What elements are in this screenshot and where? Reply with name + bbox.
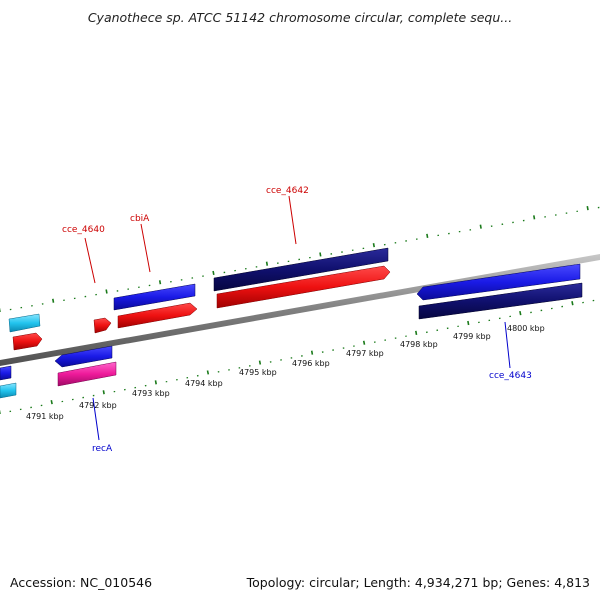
kbp-label-4793: 4793 kbp — [132, 389, 170, 398]
gene-cyan-edge-left[interactable] — [0, 382, 17, 399]
major-tick — [362, 340, 366, 345]
gene-blue-reverse-left[interactable] — [54, 345, 113, 368]
kbp-label-4797: 4797 kbp — [346, 349, 384, 358]
gene-cce-4640-arrow[interactable] — [93, 317, 112, 334]
leader-cce-4643 — [504, 321, 511, 369]
major-tick — [154, 380, 157, 385]
major-tick — [467, 320, 470, 326]
gene-cce-4643-arrow[interactable] — [416, 263, 581, 301]
label-recA: recA — [92, 444, 113, 454]
gene-blue-forward[interactable] — [113, 283, 196, 311]
major-tick — [533, 215, 536, 220]
topology-summary-text: Topology: circular; Length: 4,934,271 bp… — [246, 575, 590, 590]
major-tick — [158, 280, 162, 285]
kbp-label-4800: 4800 kbp — [507, 324, 545, 333]
gene-cce-4642-arrow[interactable] — [216, 265, 391, 309]
label-cce-4643: cce_4643 — [489, 371, 532, 381]
label-cbiA: cbiA — [130, 214, 150, 224]
major-tick — [415, 330, 418, 336]
major-tick — [479, 224, 482, 229]
major-tick — [519, 310, 522, 316]
major-tick — [102, 390, 105, 395]
gene-recA-block[interactable] — [57, 361, 117, 387]
kbp-label-4796: 4796 kbp — [292, 359, 330, 368]
major-tick — [206, 370, 210, 375]
accession-text: Accession: NC_010546 — [10, 575, 153, 590]
kbp-label-4791: 4791 kbp — [26, 412, 64, 421]
lower-tick-track — [0, 299, 595, 414]
major-tick — [258, 360, 262, 365]
major-tick — [319, 252, 322, 257]
major-tick — [265, 261, 269, 266]
leader-cce-4640 — [84, 237, 96, 284]
kbp-label-4795: 4795 kbp — [239, 368, 277, 377]
kbp-label-4799: 4799 kbp — [453, 332, 491, 341]
leader-cce-4642 — [288, 195, 297, 245]
leader-recA — [92, 397, 100, 441]
major-tick — [372, 243, 375, 248]
gene-blue-edge-left[interactable] — [0, 365, 12, 381]
kbp-label-4792: 4792 kbp — [79, 401, 117, 410]
gene-navy-reverse[interactable] — [418, 282, 583, 320]
kbp-label-4794: 4794 kbp — [185, 379, 223, 388]
upper-tick-track — [0, 205, 600, 312]
label-cce-4640: cce_4640 — [62, 225, 105, 235]
major-tick — [426, 233, 429, 239]
leader-cbiA — [140, 223, 151, 273]
map-title: Cyanothece sp. ATCC 51142 chromosome cir… — [87, 10, 513, 25]
label-cce-4642: cce_4642 — [266, 186, 309, 196]
major-tick — [212, 270, 215, 276]
major-tick — [50, 400, 53, 405]
chromosome-backbone — [0, 254, 600, 366]
gene-cyan-left-top[interactable] — [8, 313, 41, 333]
major-tick — [52, 298, 55, 303]
major-tick — [310, 350, 314, 355]
gene-red-left-arrow[interactable] — [12, 332, 43, 351]
gene-cbiA-arrow[interactable] — [117, 302, 198, 329]
kbp-label-4798: 4798 kbp — [400, 340, 438, 349]
major-tick — [105, 289, 108, 294]
major-tick — [586, 205, 589, 211]
major-tick — [571, 301, 574, 306]
gene-cce-4642-block[interactable] — [213, 247, 389, 292]
